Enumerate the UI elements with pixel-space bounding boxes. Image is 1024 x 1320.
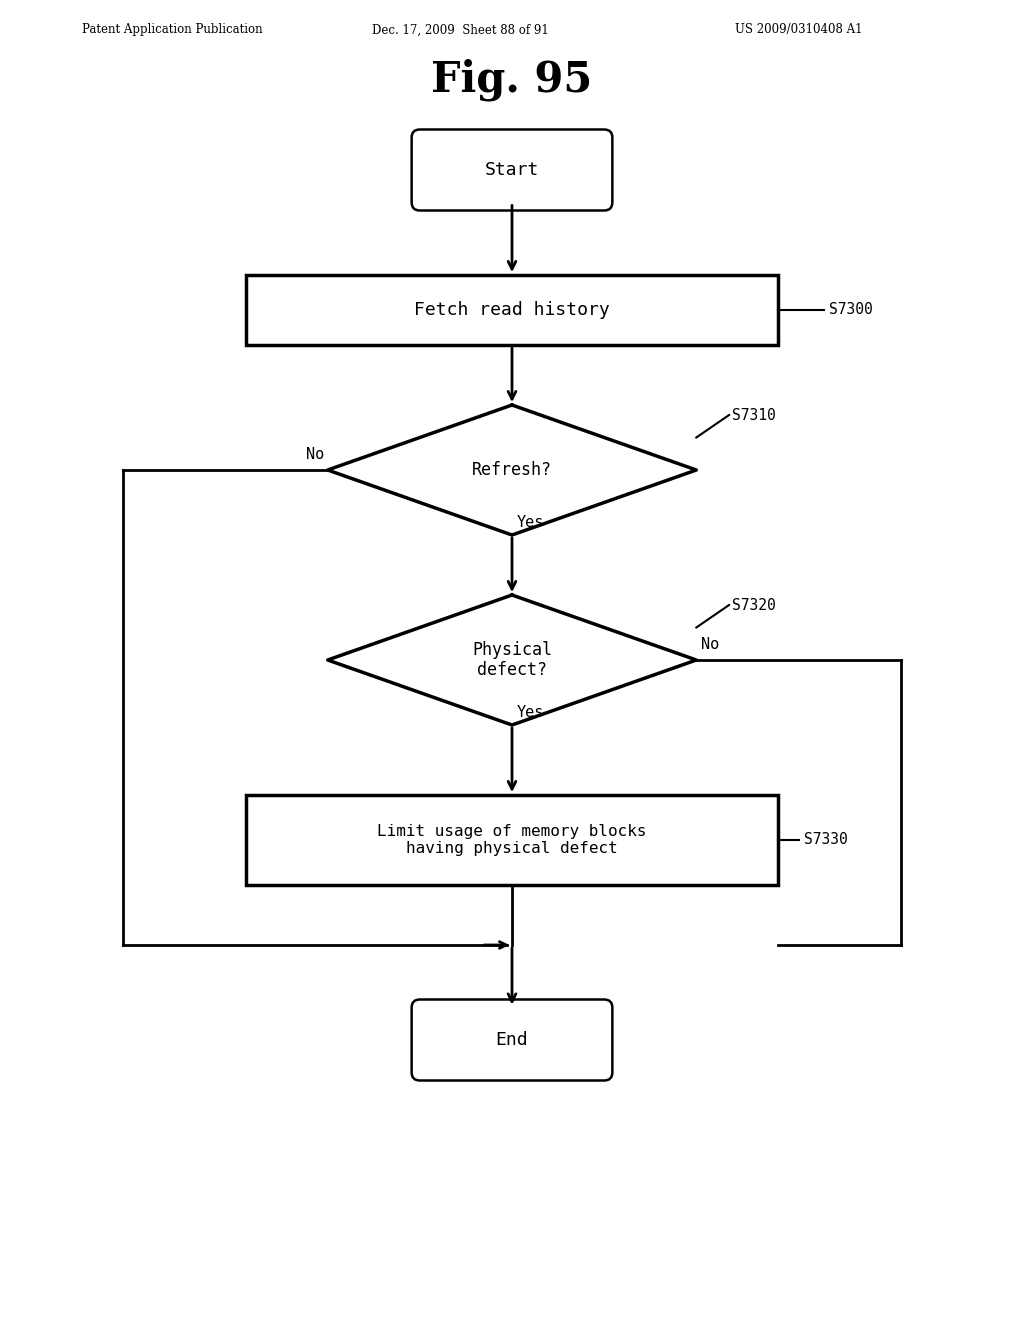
Text: US 2009/0310408 A1: US 2009/0310408 A1 xyxy=(735,24,862,37)
FancyBboxPatch shape xyxy=(412,999,612,1081)
Text: Yes: Yes xyxy=(517,705,545,719)
Bar xyxy=(246,795,778,884)
Text: S7310: S7310 xyxy=(732,408,776,422)
Text: Start: Start xyxy=(484,161,540,180)
Text: Patent Application Publication: Patent Application Publication xyxy=(82,24,262,37)
Text: Yes: Yes xyxy=(517,515,545,531)
Text: Limit usage of memory blocks
having physical defect: Limit usage of memory blocks having phys… xyxy=(377,824,647,857)
Text: End: End xyxy=(496,1031,528,1049)
Text: Fig. 95: Fig. 95 xyxy=(431,59,593,102)
FancyBboxPatch shape xyxy=(412,129,612,210)
Bar xyxy=(246,275,778,345)
Polygon shape xyxy=(328,405,696,535)
Polygon shape xyxy=(328,595,696,725)
Text: Dec. 17, 2009  Sheet 88 of 91: Dec. 17, 2009 Sheet 88 of 91 xyxy=(373,24,549,37)
Text: S7300: S7300 xyxy=(829,302,873,318)
Text: Refresh?: Refresh? xyxy=(472,461,552,479)
Text: Fetch read history: Fetch read history xyxy=(414,301,610,319)
Text: Physical
defect?: Physical defect? xyxy=(472,640,552,680)
Text: S7330: S7330 xyxy=(804,833,848,847)
Text: No: No xyxy=(306,447,325,462)
Text: S7320: S7320 xyxy=(732,598,776,612)
Text: No: No xyxy=(701,638,720,652)
